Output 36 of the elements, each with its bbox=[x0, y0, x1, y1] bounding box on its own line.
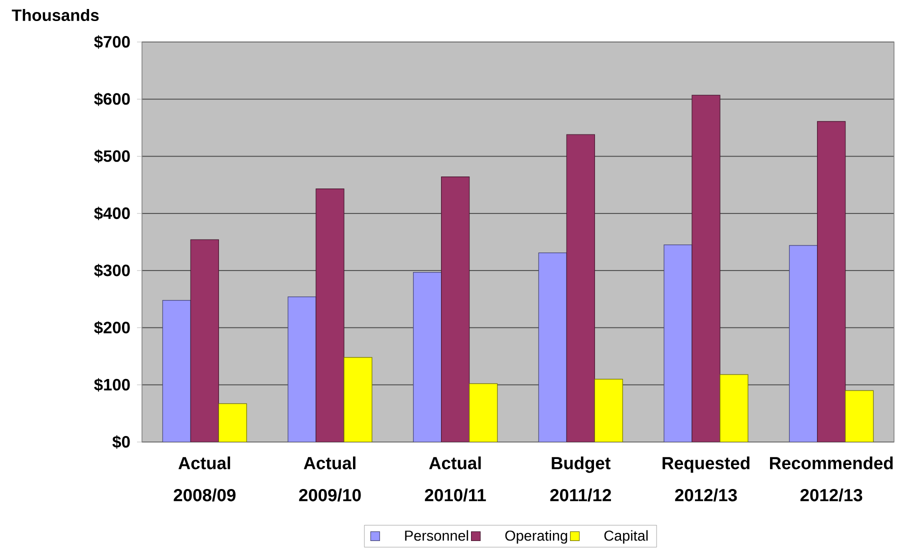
y-tick-label: $700 bbox=[94, 35, 130, 49]
y-tick-label: $100 bbox=[94, 378, 130, 392]
bar bbox=[288, 296, 316, 442]
legend-label: Operating bbox=[505, 530, 568, 544]
bar bbox=[344, 357, 372, 442]
y-tick-label: $400 bbox=[94, 206, 130, 220]
y-tick-label: $200 bbox=[94, 321, 130, 334]
x-tick-label: Actual 2010/11 bbox=[424, 456, 486, 502]
bar bbox=[789, 245, 818, 442]
bar bbox=[469, 383, 498, 442]
bar bbox=[441, 176, 470, 442]
y-tick-label: $600 bbox=[94, 92, 130, 106]
legend-label: Personnel bbox=[405, 530, 468, 541]
y-tick-label: $0 bbox=[112, 435, 130, 449]
bar bbox=[720, 374, 748, 442]
bar bbox=[413, 272, 442, 442]
bar bbox=[162, 300, 191, 442]
x-tick-label: Requested 2012/13 bbox=[662, 456, 750, 502]
bar bbox=[817, 121, 846, 442]
y-tick-label: $300 bbox=[94, 264, 130, 278]
x-tick-label: Budget 2011/12 bbox=[550, 456, 611, 502]
y-axis-title: Thousands bbox=[12, 8, 99, 22]
bar bbox=[218, 403, 247, 442]
y-tick-label: $500 bbox=[94, 150, 130, 163]
bar bbox=[594, 378, 623, 442]
bar bbox=[316, 188, 344, 442]
x-tick-label: Recommended 2012/13 bbox=[770, 456, 893, 502]
x-tick-label: Actual 2009/10 bbox=[299, 456, 361, 502]
bar bbox=[538, 252, 567, 442]
bar bbox=[692, 94, 720, 442]
bar bbox=[845, 390, 874, 442]
bar bbox=[566, 134, 595, 442]
legend-label: Capital bbox=[604, 530, 648, 544]
bar bbox=[190, 239, 219, 442]
bar bbox=[664, 244, 692, 442]
x-tick-label: Actual 2008/09 bbox=[174, 456, 236, 502]
